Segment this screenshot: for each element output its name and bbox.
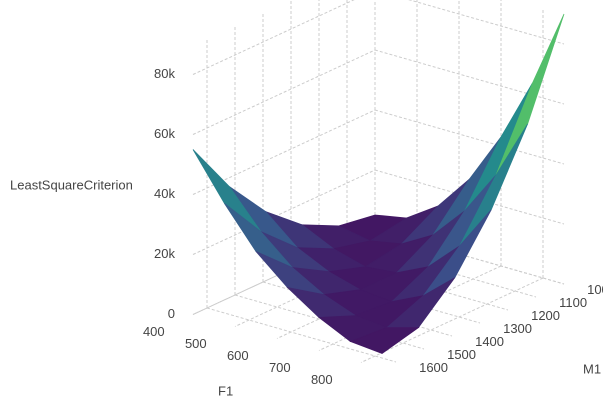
grid-line: [374, 109, 565, 165]
x-tick-label: 500: [185, 336, 207, 351]
z-tick-label: 40k: [154, 186, 175, 201]
x-tick-label: 400: [143, 324, 165, 339]
y-axis-title: M1: [583, 361, 601, 376]
grid-line: [234, 294, 425, 350]
grid-line: [408, 0, 565, 45]
z-tick-label: 20k: [154, 246, 175, 261]
grid-line: [206, 307, 397, 363]
grid-line: [192, 169, 376, 255]
y-tick-label: 1100: [559, 295, 587, 310]
grid-line: [192, 0, 355, 75]
z-axis-title: LeastSquareCriterion: [10, 177, 133, 192]
y-tick-label: 1600: [419, 360, 448, 375]
surface-patch: [349, 327, 420, 354]
grid-line: [374, 49, 565, 105]
x-axis-title: F1: [218, 383, 233, 398]
y-tick-label: 1400: [475, 334, 504, 349]
surface-patch: [192, 149, 262, 232]
grid-line: [360, 277, 544, 363]
y-tick-label: 1500: [447, 347, 476, 362]
grid-line: [192, 49, 376, 135]
x-tick-label: 700: [269, 360, 291, 375]
grid-line: [192, 109, 376, 195]
grid-line: [374, 169, 565, 225]
x-tick-label: 800: [311, 372, 333, 387]
z-tick-label: 0: [168, 306, 175, 321]
z-tick-label: 60k: [154, 126, 175, 141]
y-tick-label: 1300: [503, 321, 532, 336]
surface-patch: [495, 13, 565, 176]
y-tick-label: 1000: [587, 282, 603, 297]
x-tick-label: 600: [227, 348, 249, 363]
y-tick-label: 1200: [531, 308, 560, 323]
z-tick-label: 80k: [154, 66, 175, 81]
